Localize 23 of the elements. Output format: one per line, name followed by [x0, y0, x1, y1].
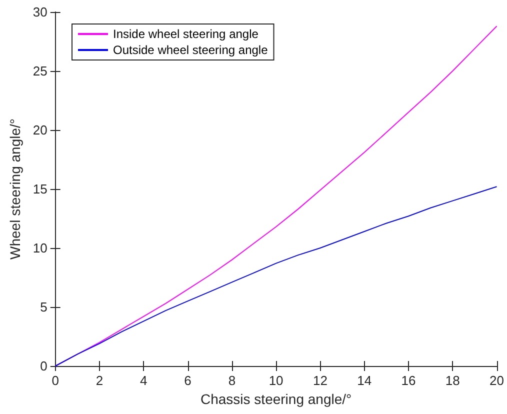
x-tick-label: 14	[357, 373, 372, 388]
y-tick-label: 15	[32, 182, 48, 196]
y-axis-title: Wheel steering angle/°	[7, 118, 23, 260]
y-tick-label: 5	[40, 300, 48, 314]
x-tick-label: 2	[96, 373, 104, 388]
y-tick-label: 10	[32, 240, 48, 256]
x-tick-label: 16	[401, 373, 416, 388]
line-series	[54, 186, 498, 366]
x-tick-label: 0	[52, 373, 59, 388]
y-tick-label: 0	[40, 358, 48, 374]
x-tick-label: 8	[228, 373, 236, 388]
x-axis-title: Chassis steering angle/°	[200, 390, 352, 407]
x-tick-label: 20	[490, 373, 504, 388]
x-tick-label: 4	[140, 373, 148, 388]
x-tick-label: 10	[268, 373, 284, 388]
y-tick-label: 25	[32, 64, 48, 78]
y-tick-label: 30	[32, 4, 48, 20]
x-tick-label: 12	[312, 373, 328, 388]
legend-label: Outside wheel steering angle	[113, 43, 268, 57]
y-tick-label: 20	[32, 122, 48, 138]
legend-label: Inside wheel steering angle	[113, 27, 259, 41]
x-tick-label: 18	[445, 373, 460, 388]
x-tick-label: 6	[184, 373, 192, 388]
